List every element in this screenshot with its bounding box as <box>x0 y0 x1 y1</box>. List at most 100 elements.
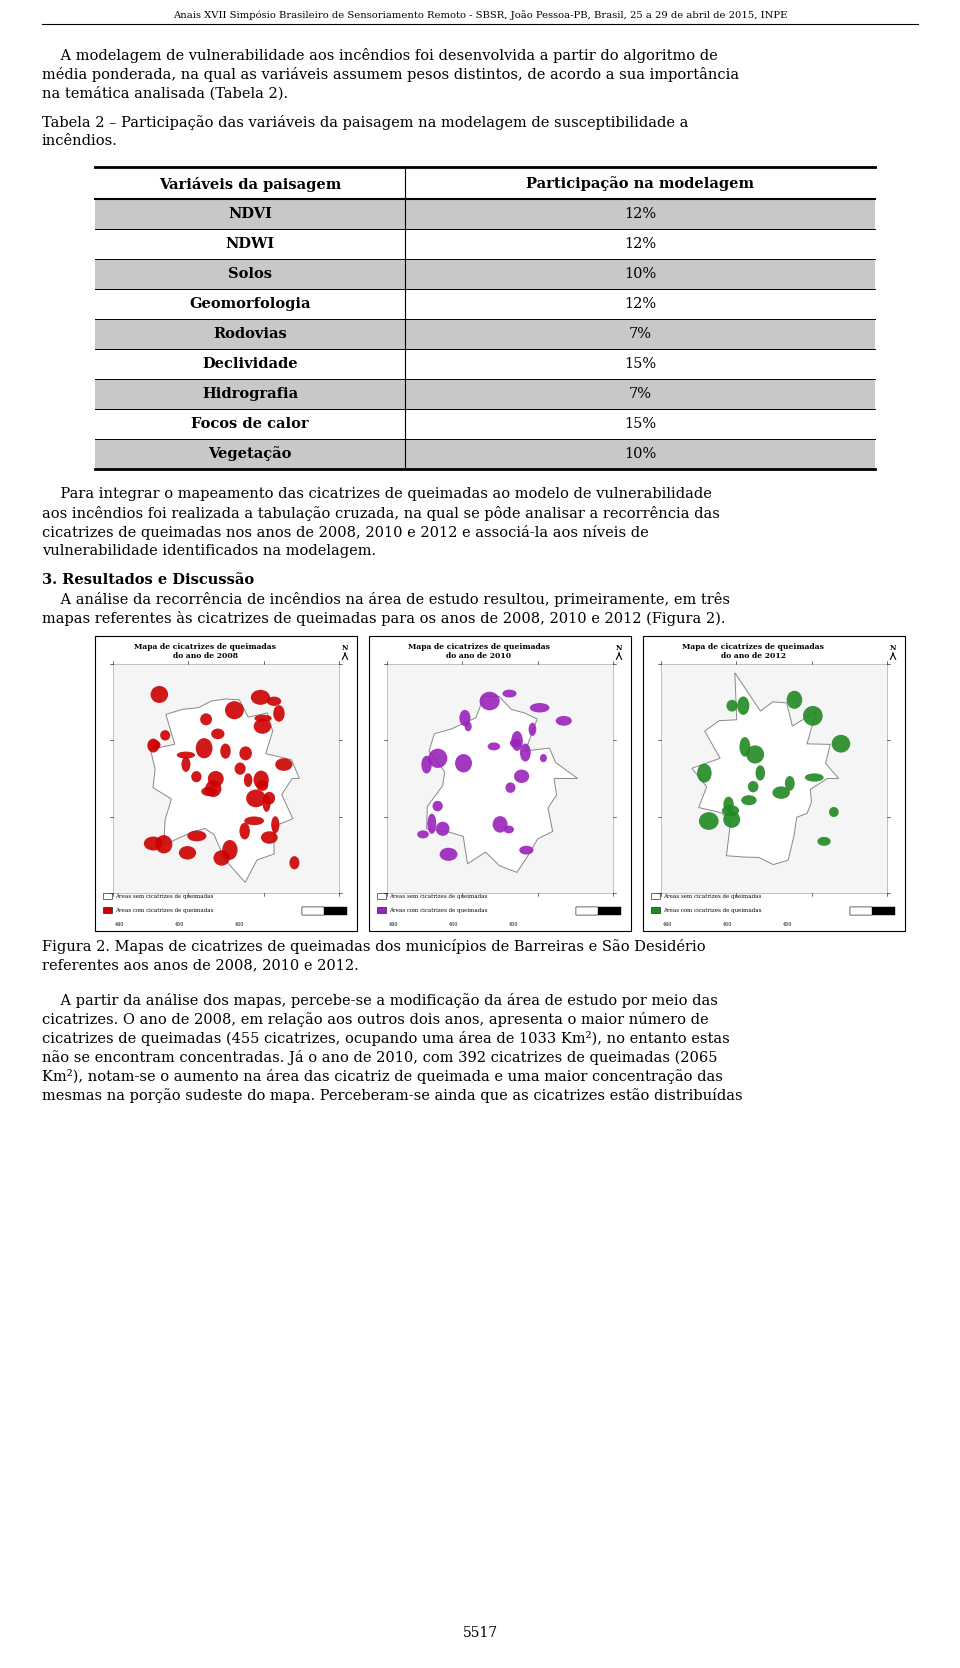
Ellipse shape <box>699 812 719 831</box>
Bar <box>850 907 872 916</box>
Ellipse shape <box>144 837 162 851</box>
Text: 7%: 7% <box>629 387 652 400</box>
Text: NDVI: NDVI <box>228 207 272 220</box>
Ellipse shape <box>502 689 516 697</box>
Ellipse shape <box>418 831 429 839</box>
Text: 12%: 12% <box>624 297 656 310</box>
Ellipse shape <box>244 816 264 826</box>
Text: 5517: 5517 <box>463 1626 497 1640</box>
Text: N: N <box>890 644 897 652</box>
Ellipse shape <box>147 739 159 752</box>
Text: N: N <box>342 644 348 652</box>
Ellipse shape <box>831 736 851 752</box>
Text: 10%: 10% <box>624 267 656 280</box>
Ellipse shape <box>244 774 252 787</box>
Ellipse shape <box>239 746 252 761</box>
Text: 7%: 7% <box>629 327 652 340</box>
Ellipse shape <box>746 746 764 764</box>
Text: A modelagem de vulnerabilidade aos incêndios foi desenvolvida a partir do algori: A modelagem de vulnerabilidade aos incên… <box>42 48 718 63</box>
Text: cicatrizes. O ano de 2008, em relação aos outros dois anos, apresenta o maior nú: cicatrizes. O ano de 2008, em relação ao… <box>42 1012 708 1027</box>
Ellipse shape <box>697 764 711 782</box>
Text: do ano de 2010: do ano de 2010 <box>446 652 512 661</box>
Text: média ponderada, na qual as variáveis assumem pesos distintos, de acordo a sua i: média ponderada, na qual as variáveis as… <box>42 67 739 82</box>
Text: Solos: Solos <box>228 267 272 280</box>
Text: Áreas com cicatrizes de queimadas: Áreas com cicatrizes de queimadas <box>389 907 488 912</box>
Text: 3. Resultados e Discussão: 3. Resultados e Discussão <box>42 574 254 587</box>
Ellipse shape <box>207 771 224 787</box>
Bar <box>302 907 324 916</box>
Ellipse shape <box>205 781 222 797</box>
Polygon shape <box>426 696 578 872</box>
Ellipse shape <box>540 754 547 762</box>
Ellipse shape <box>156 836 173 854</box>
Ellipse shape <box>519 846 534 854</box>
Text: Vegetação: Vegetação <box>208 447 292 462</box>
Text: do ano de 2008: do ano de 2008 <box>173 652 237 661</box>
Ellipse shape <box>436 822 449 836</box>
Bar <box>643 636 905 931</box>
Ellipse shape <box>724 797 733 812</box>
Bar <box>113 664 339 892</box>
Ellipse shape <box>251 691 270 706</box>
Text: Áreas com cicatrizes de queimadas: Áreas com cicatrizes de queimadas <box>115 907 213 912</box>
Ellipse shape <box>177 752 195 759</box>
Ellipse shape <box>465 722 471 731</box>
Text: cicatrizes de queimadas (455 cicatrizes, ocupando uma área de 1033 Km²), no enta: cicatrizes de queimadas (455 cicatrizes,… <box>42 1031 730 1046</box>
Text: 15%: 15% <box>624 357 656 370</box>
Text: referentes aos anos de 2008, 2010 e 2012.: referentes aos anos de 2008, 2010 e 2012… <box>42 957 359 972</box>
Text: Para integrar o mapeamento das cicatrizes de queimadas ao modelo de vulnerabilid: Para integrar o mapeamento das cicatrize… <box>42 487 712 500</box>
Bar <box>95 168 875 198</box>
Ellipse shape <box>202 787 217 796</box>
Text: 10%: 10% <box>624 447 656 460</box>
Bar <box>387 664 613 892</box>
Text: 440: 440 <box>663 922 673 927</box>
Text: Rodovias: Rodovias <box>213 327 287 340</box>
Polygon shape <box>151 699 300 882</box>
Text: Variáveis da paisagem: Variáveis da paisagem <box>158 177 341 192</box>
Bar <box>576 907 598 916</box>
Text: Hidrografia: Hidrografia <box>202 387 298 400</box>
Text: 460: 460 <box>509 922 518 927</box>
Ellipse shape <box>253 719 271 734</box>
Ellipse shape <box>510 739 521 747</box>
Ellipse shape <box>817 837 830 846</box>
Ellipse shape <box>289 856 300 869</box>
Ellipse shape <box>748 781 758 792</box>
Text: Tabela 2 – Participação das variáveis da paisagem na modelagem de susceptibilida: Tabela 2 – Participação das variáveis da… <box>42 115 688 130</box>
Ellipse shape <box>256 781 268 791</box>
Text: 440: 440 <box>389 922 398 927</box>
Text: Anais XVII Simpósio Brasileiro de Sensoriamento Remoto - SBSR, João Pessoa-PB, B: Anais XVII Simpósio Brasileiro de Sensor… <box>173 10 787 20</box>
Text: mesmas na porção sudeste do mapa. Perceberam-se ainda que as cicatrizes estão di: mesmas na porção sudeste do mapa. Perceb… <box>42 1088 743 1103</box>
Ellipse shape <box>512 731 523 751</box>
Ellipse shape <box>722 806 739 816</box>
Text: Geomorfologia: Geomorfologia <box>189 297 311 310</box>
Ellipse shape <box>737 697 750 716</box>
Ellipse shape <box>529 722 537 736</box>
Ellipse shape <box>432 801 443 811</box>
Text: 450: 450 <box>723 922 732 927</box>
Ellipse shape <box>150 741 160 749</box>
Ellipse shape <box>421 756 432 774</box>
Text: Áreas sem cicatrizes de queimadas: Áreas sem cicatrizes de queimadas <box>663 892 761 899</box>
Bar <box>95 409 875 439</box>
Bar <box>302 907 347 916</box>
Ellipse shape <box>179 846 196 859</box>
Ellipse shape <box>191 771 202 782</box>
Ellipse shape <box>254 714 272 722</box>
Ellipse shape <box>246 789 266 807</box>
Ellipse shape <box>151 686 168 702</box>
Text: 15%: 15% <box>624 417 656 430</box>
Ellipse shape <box>160 731 170 741</box>
Bar <box>576 907 621 916</box>
Ellipse shape <box>455 754 472 772</box>
Bar <box>95 198 875 229</box>
Text: cicatrizes de queimadas nos anos de 2008, 2010 e 2012 e associá-la aos níveis de: cicatrizes de queimadas nos anos de 2008… <box>42 525 649 540</box>
Ellipse shape <box>504 826 514 834</box>
Ellipse shape <box>756 766 765 781</box>
Bar <box>95 259 875 289</box>
Bar <box>369 636 631 931</box>
Text: 440: 440 <box>115 922 125 927</box>
Text: do ano de 2012: do ano de 2012 <box>721 652 785 661</box>
Text: A análise da recorrência de incêndios na área de estudo resultou, primeiramente,: A análise da recorrência de incêndios na… <box>42 592 730 607</box>
Ellipse shape <box>460 711 470 726</box>
